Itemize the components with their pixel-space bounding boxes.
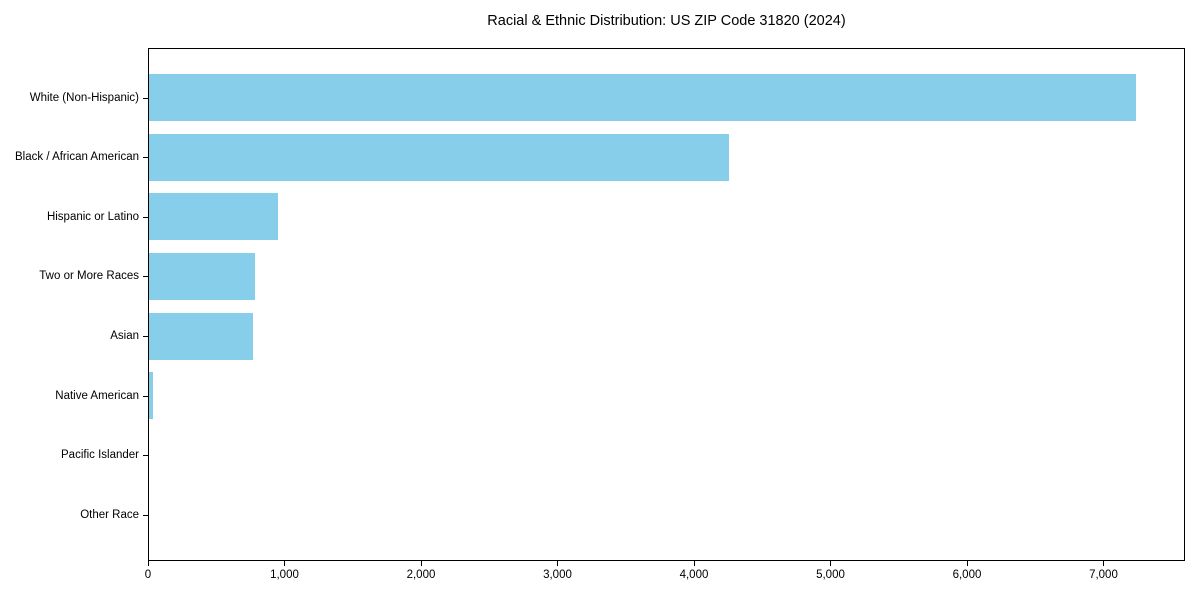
plot-area-frame [148, 48, 1185, 561]
x-axis-tick-label: 7,000 [1089, 569, 1118, 581]
y-tick-mark [143, 515, 148, 516]
y-tick-mark [143, 98, 148, 99]
bar-two-or-more-races [149, 252, 255, 300]
y-tick-mark [143, 276, 148, 277]
x-axis-tick-label: 4,000 [679, 569, 709, 581]
x-axis-tick-label: 3,000 [543, 569, 572, 581]
y-tick-mark [143, 336, 148, 337]
bar-asian [149, 312, 254, 360]
bar-black-african-american [149, 133, 730, 181]
x-axis-tick-label: 5,000 [816, 569, 845, 581]
y-axis-label-pacific-islander: Pacific Islander [61, 449, 139, 462]
y-axis-label-white-non-hispanic: White (Non-Hispanic) [29, 91, 139, 104]
y-axis-label-hispanic-or-latino: Hispanic or Latino [46, 210, 139, 223]
x-axis-tick-label: 2,000 [406, 569, 436, 581]
bar-native-american [149, 372, 154, 420]
bar-hispanic-or-latino [149, 193, 278, 241]
y-tick-mark [143, 396, 148, 397]
x-axis-tick-label: 1,000 [270, 569, 299, 581]
x-tick-mark [830, 561, 832, 566]
x-tick-mark [693, 561, 695, 566]
x-tick-mark [1103, 561, 1105, 566]
y-axis-label-other-race: Other Race [80, 509, 139, 522]
y-axis-label-asian: Asian [110, 330, 139, 343]
bar-white-non-hispanic [149, 74, 1136, 121]
x-tick-mark [420, 561, 422, 566]
x-tick-mark [966, 561, 968, 566]
y-tick-mark [143, 157, 148, 158]
x-tick-mark [284, 561, 286, 566]
y-axis-label-black-african-american: Black / African American [15, 151, 139, 164]
x-axis-tick-label: 0 [144, 569, 152, 581]
x-tick-mark [557, 561, 559, 566]
y-axis-label-native-american: Native American [55, 389, 139, 402]
y-tick-mark [143, 455, 148, 456]
y-tick-mark [143, 217, 148, 218]
chart-title: Racial & Ethnic Distribution: US ZIP Cod… [487, 13, 846, 29]
x-tick-mark [148, 561, 149, 566]
x-axis-tick-label: 6,000 [952, 569, 982, 581]
y-axis-label-two-or-more-races: Two or More Races [39, 270, 139, 283]
